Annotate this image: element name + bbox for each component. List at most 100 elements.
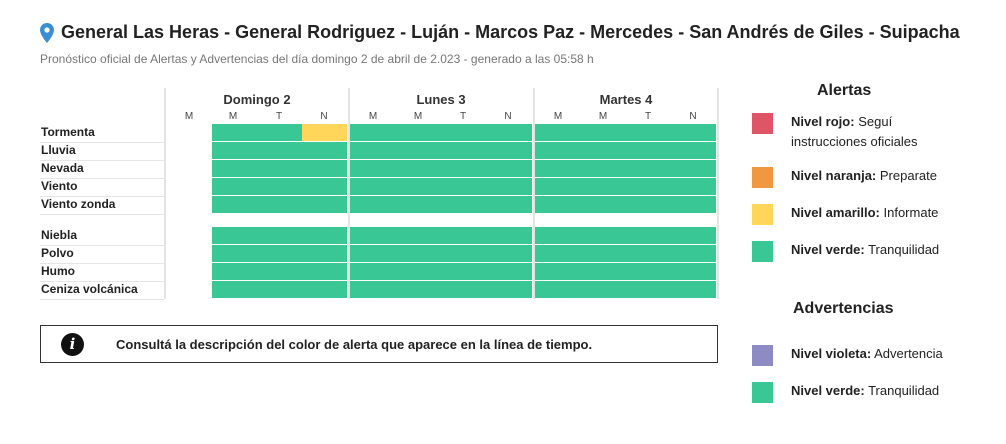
alert-cell-verde [625, 160, 670, 177]
alert-cell-verde [670, 178, 716, 195]
alert-cell-verde [350, 245, 395, 262]
alert-cell-verde [395, 227, 440, 244]
legend-swatch [752, 204, 773, 225]
alert-cell-verde [485, 142, 532, 159]
alert-cell-verde [440, 281, 485, 298]
legend-level-name: Nivel amarillo: [791, 205, 880, 220]
time-slot-label: M [184, 111, 194, 122]
alert-cell-verde [440, 245, 485, 262]
alert-cell-verde [580, 178, 625, 195]
alert-cell-verde [212, 124, 257, 141]
location-pin-icon [40, 22, 54, 43]
alert-cell-verde [302, 245, 347, 262]
alert-cell-verde [350, 160, 395, 177]
row-divider [40, 214, 164, 215]
alert-cell-verde [485, 281, 532, 298]
alert-cell-verde [440, 178, 485, 195]
alert-cell-verde [670, 142, 716, 159]
legend-level-desc: Tranquilidad [868, 242, 940, 257]
legend-item: Nivel rojo: Seguí instrucciones oficiale… [791, 112, 971, 152]
alert-cell-verde [212, 281, 257, 298]
hazard-label: Tormenta [41, 125, 95, 139]
alert-cell-verde [535, 263, 580, 280]
row-divider [40, 196, 164, 197]
alert-cell-verde [670, 124, 716, 141]
alert-cell-verde [535, 178, 580, 195]
alert-cell-verde [535, 196, 580, 213]
alert-cell-verde [395, 196, 440, 213]
alert-cell-verde [395, 263, 440, 280]
alert-cell-verde [580, 263, 625, 280]
alert-cell-verde [535, 281, 580, 298]
alert-cell-verde [535, 245, 580, 262]
row-divider [40, 178, 164, 179]
time-slot-label: M [413, 111, 423, 122]
info-box: i Consultá la descripción del color de a… [40, 325, 718, 363]
alert-cell-verde [485, 124, 532, 141]
alertas-title: Alertas [817, 82, 872, 99]
alert-cell-verde [625, 281, 670, 298]
alert-cell-verde [257, 281, 302, 298]
alert-cell-verde [625, 263, 670, 280]
legend-item: Nivel verde: Tranquilidad [791, 381, 1001, 401]
column-divider [164, 88, 166, 299]
column-divider [533, 88, 535, 299]
legend-swatch [752, 382, 773, 403]
alert-cell-verde [440, 160, 485, 177]
alert-cell-verde [625, 124, 670, 141]
alert-cell-amarillo [302, 124, 347, 141]
alert-cell-verde [625, 245, 670, 262]
alert-cell-verde [535, 160, 580, 177]
alert-cell-verde [395, 124, 440, 141]
legend-level-desc: Advertencia [874, 346, 943, 361]
legend-swatch [752, 241, 773, 262]
page-title: General Las Heras - General Rodriguez - … [61, 22, 960, 42]
alert-cell-verde [625, 178, 670, 195]
alert-cell-verde [485, 160, 532, 177]
alert-cell-verde [440, 142, 485, 159]
hazard-label: Polvo [41, 246, 74, 260]
alert-cell-verde [350, 196, 395, 213]
alert-cell-verde [350, 227, 395, 244]
day-header: Domingo 2 [223, 92, 291, 107]
time-slot-label: T [459, 111, 467, 122]
alert-cell-verde [670, 263, 716, 280]
time-slot-label: M [598, 111, 608, 122]
alert-cell-verde [302, 160, 347, 177]
legend-item: Nivel violeta: Advertencia [791, 344, 1001, 364]
alert-cell-verde [257, 124, 302, 141]
alert-cell-verde [212, 178, 257, 195]
advertencias-title: Advertencias [793, 300, 894, 317]
forecast-subtitle: Pronóstico oficial de Alertas y Adverten… [40, 52, 594, 66]
legend-swatch [752, 167, 773, 188]
legend-level-desc: Seguí instrucciones oficiales [791, 114, 918, 149]
alert-cell-verde [580, 124, 625, 141]
alert-cell-verde [302, 142, 347, 159]
alert-cell-verde [580, 227, 625, 244]
alert-cell-verde [350, 124, 395, 141]
alert-cell-verde [580, 245, 625, 262]
alert-cell-verde [395, 160, 440, 177]
legend-level-name: Nivel verde: [791, 242, 865, 257]
alert-cell-verde [580, 281, 625, 298]
time-slot-label: M [228, 111, 238, 122]
column-divider [348, 88, 350, 299]
legend-item: Nivel verde: Tranquilidad [791, 240, 1001, 260]
alert-cell-verde [670, 227, 716, 244]
alert-cell-verde [212, 160, 257, 177]
alert-cell-verde [440, 227, 485, 244]
legend-item: Nivel amarillo: Informate [791, 203, 1001, 223]
alert-cell-verde [625, 227, 670, 244]
alert-cell-verde [350, 263, 395, 280]
column-divider [717, 88, 719, 299]
alert-cell-verde [257, 245, 302, 262]
alert-cell-verde [257, 263, 302, 280]
hazard-label: Nevada [41, 161, 84, 175]
alert-cell-verde [625, 142, 670, 159]
legend-level-name: Nivel naranja: [791, 168, 877, 183]
alert-cell-verde [485, 178, 532, 195]
row-divider [40, 299, 164, 300]
time-slot-label: T [644, 111, 652, 122]
time-slot-label: N [504, 111, 512, 122]
alert-cell-verde [257, 196, 302, 213]
